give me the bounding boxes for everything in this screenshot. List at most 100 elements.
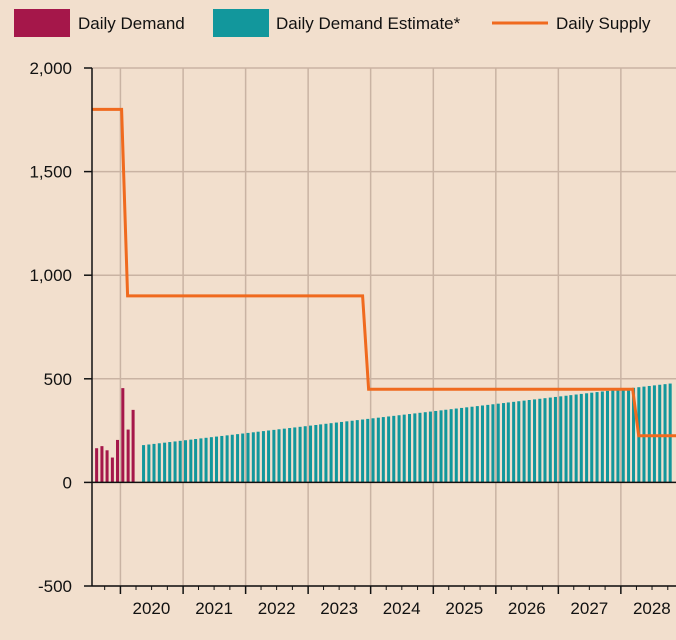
bar-daily-demand: [126, 429, 130, 483]
bar-daily-demand-estimate: [236, 434, 240, 483]
bar-daily-demand-estimate: [600, 391, 604, 483]
bar-daily-demand-estimate: [340, 421, 344, 483]
y-tick-label: 0: [63, 473, 72, 492]
bar-daily-demand-estimate: [502, 403, 506, 483]
bars: [95, 383, 672, 483]
bar-daily-demand-estimate: [428, 411, 432, 483]
bar-daily-demand-estimate: [470, 406, 474, 483]
bar-daily-demand-estimate: [418, 412, 422, 483]
bar-daily-demand: [95, 448, 99, 483]
bar-daily-demand-estimate: [251, 432, 255, 483]
bar-daily-demand-estimate: [189, 439, 193, 483]
bar-daily-demand-estimate: [392, 415, 396, 483]
bar-daily-demand-estimate: [449, 409, 453, 483]
x-tick-label: 2028: [633, 599, 671, 618]
bar-daily-demand-estimate: [506, 402, 510, 483]
legend-label-daily-demand-estimate: Daily Demand Estimate*: [276, 14, 461, 33]
bar-daily-demand-estimate: [361, 419, 365, 483]
bar-daily-demand-estimate: [246, 432, 250, 483]
bar-daily-demand-estimate: [183, 440, 188, 483]
bar-daily-demand-estimate: [465, 407, 469, 483]
bar-daily-demand-estimate: [413, 413, 417, 483]
bar-daily-demand-estimate: [168, 442, 172, 483]
bar-daily-demand-estimate: [564, 395, 568, 483]
bar-daily-demand-estimate: [585, 393, 589, 483]
bar-daily-demand-estimate: [454, 408, 458, 483]
bar-daily-demand-estimate: [621, 389, 625, 483]
bar-daily-demand-estimate: [480, 405, 484, 483]
y-tick-label: 500: [44, 370, 72, 389]
bar-daily-demand-estimate: [559, 396, 563, 483]
bar-daily-demand-estimate: [423, 412, 427, 483]
bar-daily-demand-estimate: [595, 392, 599, 483]
bar-daily-demand-estimate: [533, 399, 537, 483]
bar-daily-demand-estimate: [553, 396, 557, 483]
bar-daily-demand-estimate: [652, 385, 656, 483]
bar-daily-demand-estimate: [381, 417, 385, 483]
legend: Daily Demand Daily Demand Estimate* Dail…: [14, 9, 651, 37]
bar-daily-demand-estimate: [522, 400, 526, 483]
y-tick-label: 1,500: [29, 163, 72, 182]
bar-daily-demand-estimate: [444, 409, 448, 483]
bar-daily-demand-estimate: [261, 431, 265, 483]
bar-daily-demand-estimate: [194, 439, 198, 483]
bar-daily-demand-estimate: [267, 430, 271, 483]
bar-daily-demand-estimate: [517, 401, 521, 483]
bar-daily-demand-estimate: [241, 433, 245, 483]
bar-daily-demand-estimate: [402, 414, 406, 483]
line-daily-supply: [92, 107, 676, 438]
x-tick-label: 2020: [133, 599, 171, 618]
bar-daily-demand-estimate: [329, 423, 333, 483]
bar-daily-demand-estimate: [230, 434, 234, 483]
x-tick-label: 2027: [570, 599, 608, 618]
bar-daily-demand-estimate: [663, 384, 667, 483]
bar-daily-demand-estimate: [548, 397, 552, 483]
y-tick-label: -500: [38, 577, 72, 596]
bar-daily-demand-estimate: [512, 401, 516, 483]
bar-daily-demand: [121, 388, 125, 483]
bar-daily-demand: [116, 439, 120, 483]
bar-daily-demand-estimate: [408, 414, 412, 483]
bar-daily-demand: [110, 457, 114, 483]
y-axis-labels: -500 0 500 1,000 1,500 2,000: [29, 59, 72, 596]
bar-daily-demand-estimate: [355, 420, 359, 483]
bar-daily-demand-estimate: [147, 444, 151, 483]
bar-daily-demand-estimate: [178, 440, 182, 483]
bar-daily-demand-estimate: [309, 425, 313, 483]
bar-daily-demand-estimate: [569, 395, 573, 483]
bar-daily-demand-estimate: [220, 435, 224, 483]
x-tick-label: 2025: [445, 599, 483, 618]
bar-daily-demand-estimate: [298, 426, 302, 483]
bar-daily-demand: [100, 446, 104, 483]
x-tick-label: 2022: [258, 599, 296, 618]
bar-daily-demand-estimate: [371, 418, 375, 483]
bar-daily-demand-estimate: [204, 437, 208, 483]
bar-daily-demand-estimate: [460, 407, 464, 483]
bar-daily-demand-estimate: [293, 427, 297, 483]
bar-daily-demand-estimate: [319, 424, 323, 483]
lines: [92, 107, 676, 438]
bar-daily-demand-estimate: [627, 388, 631, 483]
bar-daily-demand-estimate: [209, 437, 213, 483]
bar-daily-demand-estimate: [605, 390, 610, 483]
bar-daily-demand-estimate: [256, 431, 260, 483]
bar-daily-demand-estimate: [324, 423, 328, 483]
bar-daily-demand-estimate: [303, 426, 307, 483]
bar-daily-demand-estimate: [163, 442, 167, 483]
bar-daily-demand-estimate: [543, 398, 547, 483]
bar-daily-demand-estimate: [387, 416, 391, 483]
legend-label-daily-supply: Daily Supply: [556, 14, 651, 33]
bar-daily-demand-estimate: [152, 443, 156, 483]
bar-daily-demand-estimate: [611, 390, 615, 483]
bar-daily-demand-estimate: [272, 429, 276, 483]
bar-daily-demand-estimate: [658, 384, 662, 483]
bar-daily-demand-estimate: [366, 418, 370, 483]
bar-daily-demand-estimate: [288, 428, 292, 483]
legend-label-daily-demand: Daily Demand: [78, 14, 185, 33]
bar-daily-demand-estimate: [350, 420, 354, 483]
bar-daily-demand-estimate: [142, 445, 146, 483]
bar-daily-demand-estimate: [439, 410, 443, 483]
bar-daily-demand-estimate: [199, 438, 203, 483]
bar-daily-demand-estimate: [214, 436, 219, 483]
